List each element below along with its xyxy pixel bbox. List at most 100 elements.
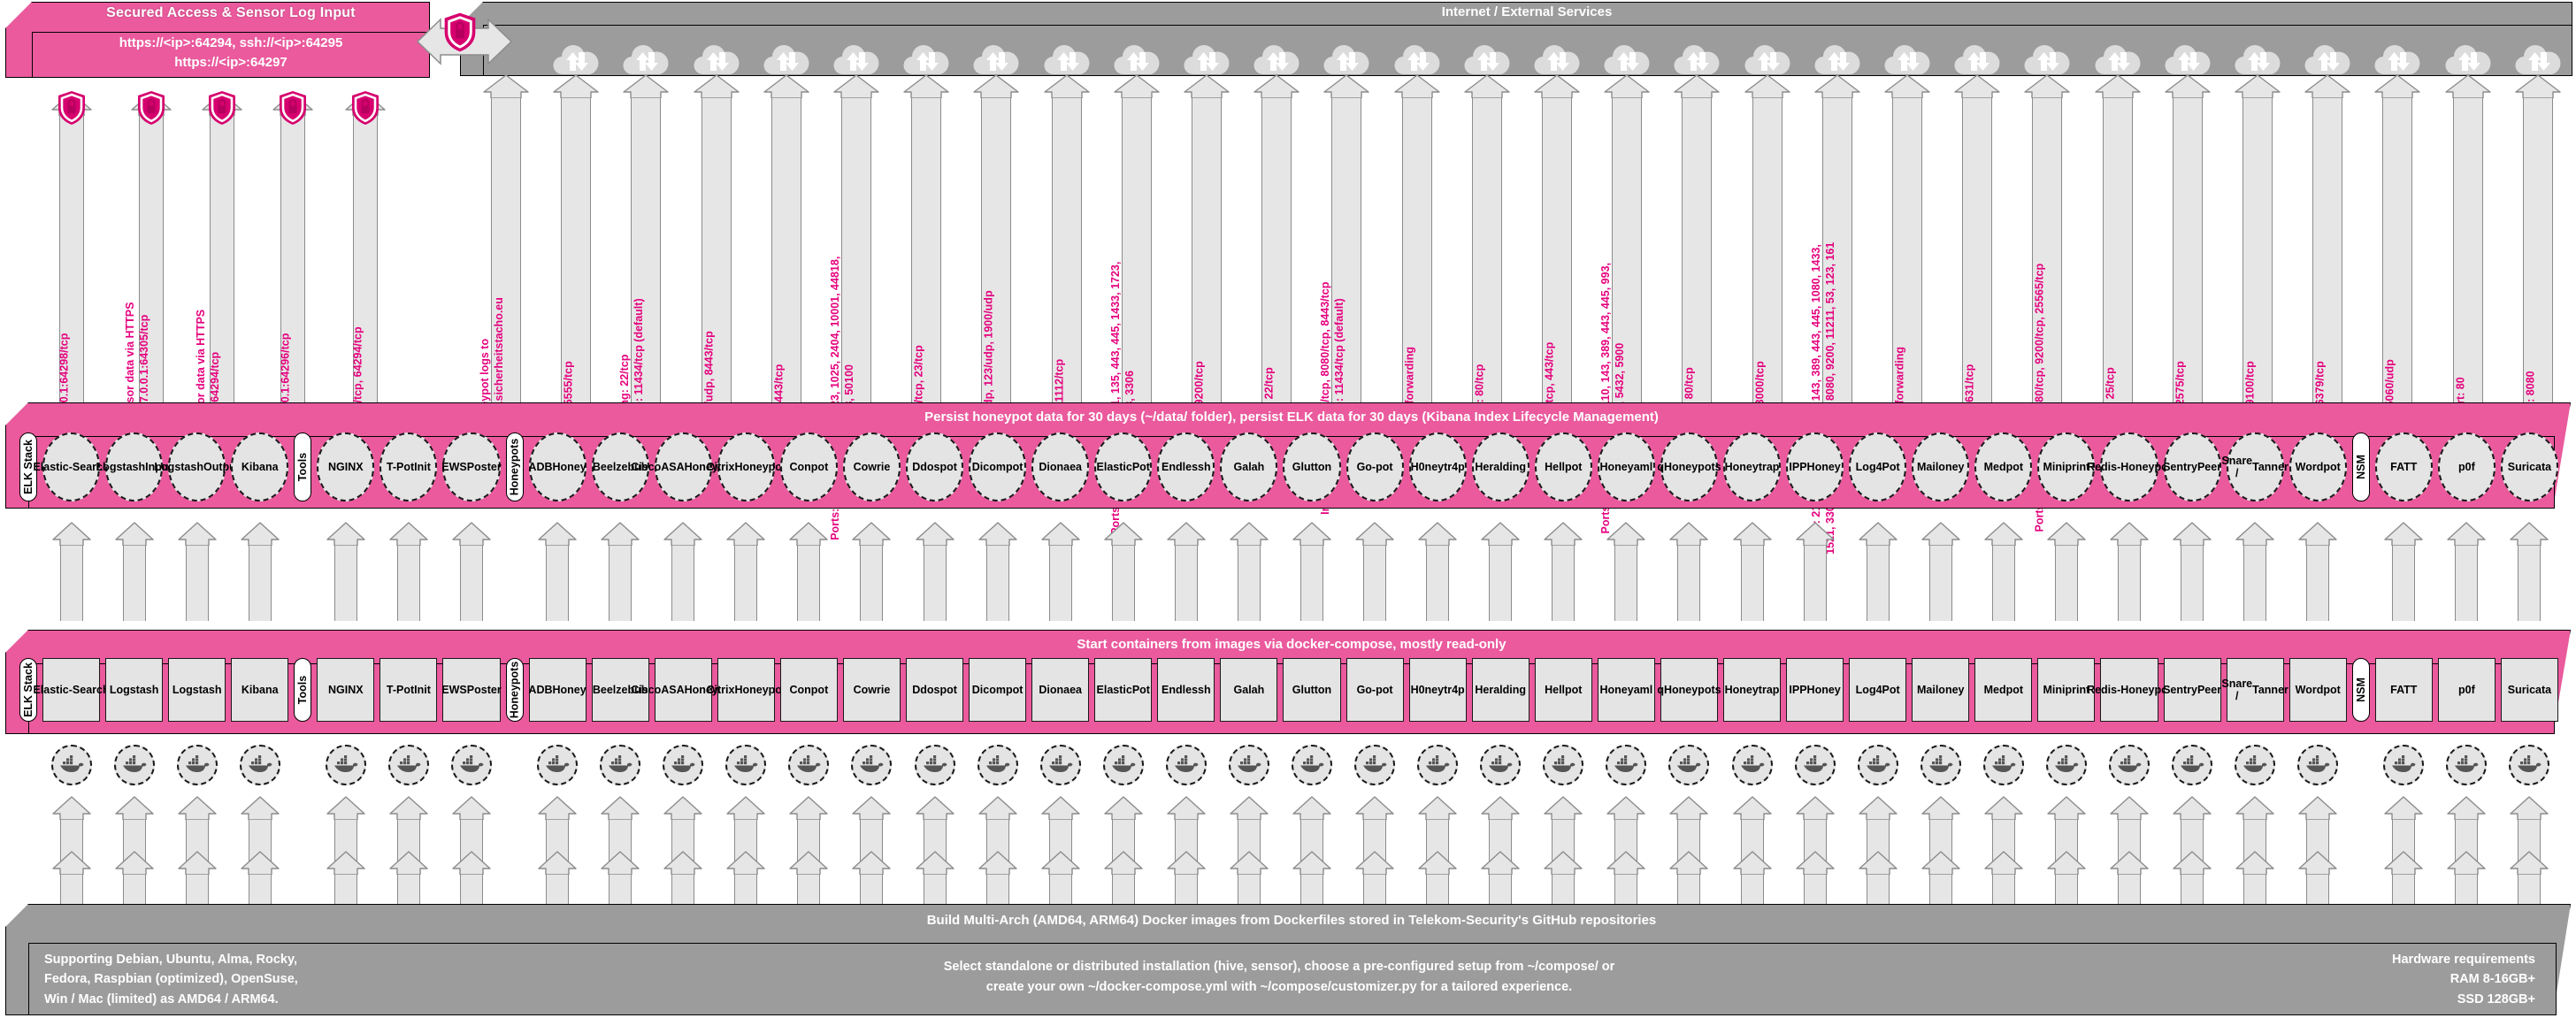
- container-chip: Sentry Peer: [2163, 432, 2221, 501]
- container-chip: Kibana: [231, 432, 289, 501]
- arrow-head-icon: [52, 796, 91, 820]
- arrow-shaft: [334, 545, 357, 621]
- cloud-icon: [2021, 41, 2073, 78]
- arrow-shaft: [1489, 545, 1512, 621]
- arrow-head-icon: [2510, 796, 2549, 820]
- docker-whale-icon: [915, 745, 955, 785]
- build-to-image-arrow: [1230, 851, 1269, 904]
- compose-to-persist-arrow: [241, 522, 280, 621]
- arrow-head-icon: [763, 74, 809, 98]
- arrow-shaft: [2392, 545, 2415, 621]
- arrow-head-icon: [1859, 522, 1898, 546]
- container-chip: Honeyaml: [1597, 432, 1655, 501]
- build-to-image-arrow: [663, 851, 702, 904]
- build-to-image-arrow: [241, 851, 280, 904]
- arrow-head-icon: [2298, 522, 2337, 546]
- arrow-shaft: [1238, 545, 1261, 621]
- group-tab-label: Honeypots: [508, 661, 521, 719]
- arrow-shaft: [2306, 545, 2329, 621]
- text-line: Supporting Debian, Ubuntu, Alma, Rocky,: [44, 953, 297, 967]
- build-to-image-arrow: [538, 851, 577, 904]
- compose-to-persist-arrow: [1041, 522, 1080, 621]
- arrow-head-icon: [1254, 74, 1300, 98]
- docker-whale-icon: [1543, 745, 1583, 785]
- arrow-shaft: [1741, 874, 1764, 904]
- arrow-shaft: [1052, 97, 1082, 403]
- arrow-head-icon: [1796, 851, 1835, 875]
- container-chip: H0neytr4p: [1408, 658, 1467, 722]
- cloud-icon: [1181, 41, 1232, 78]
- build-to-image-arrow: [2173, 851, 2212, 904]
- container-chip: Galah: [1220, 432, 1278, 501]
- arrow-head-icon: [916, 851, 954, 875]
- arrow-head-icon: [389, 851, 428, 875]
- arrow-head-icon: [1481, 522, 1520, 546]
- text-line: Win / Mac (limited) as AMD64 / ARM64.: [44, 991, 279, 1007]
- build-to-image-arrow: [1984, 851, 2023, 904]
- arrow-head-icon: [2110, 851, 2149, 875]
- group-tab-label: Tools: [296, 452, 310, 482]
- compose-to-persist-arrow: [1606, 522, 1645, 621]
- docker-whale-icon: [326, 745, 366, 785]
- container-chip: Kibana: [231, 658, 289, 722]
- port-arrow: Port: 9200/tcp: [1184, 74, 1230, 434]
- arrow-head-icon: [389, 796, 428, 820]
- arrow-shaft: [702, 97, 732, 403]
- arrow-head-icon: [1669, 851, 1708, 875]
- compose-to-persist-arrow: [326, 522, 365, 621]
- arrow-head-icon: [1418, 851, 1457, 875]
- arrow-head-icon: [1606, 522, 1645, 546]
- arrow-head-icon: [2110, 522, 2149, 546]
- build-to-image-arrow: [115, 851, 154, 904]
- arrow-shaft: [2118, 545, 2141, 621]
- container-chip: Endlessh: [1157, 658, 1215, 722]
- arrow-head-icon: [852, 851, 891, 875]
- compose-to-persist-arrow: [663, 522, 702, 621]
- cloud-icon: [1251, 41, 1302, 78]
- arrow-head-icon: [1796, 522, 1835, 546]
- arrow-shaft: [2518, 545, 2541, 621]
- container-chip: CiscoASA Honeypot: [631, 658, 735, 722]
- arrow-head-icon: [553, 74, 599, 98]
- arrow-head-icon: [1114, 74, 1160, 98]
- build-to-image-arrow: [1104, 851, 1143, 904]
- internet-band-face: [483, 25, 2572, 76]
- container-chip: Go-pot: [1346, 658, 1404, 722]
- arrow-head-icon: [2447, 796, 2486, 820]
- arrow-shaft: [911, 97, 941, 403]
- internet-title: Internet / External Services: [1441, 4, 1613, 19]
- arrow-head-icon: [2110, 796, 2149, 820]
- text-line: Fedora, Raspbian (optimized), OpenSuse,: [44, 972, 298, 987]
- docker-whale-icon: [51, 745, 92, 785]
- docker-whale-icon: [1732, 745, 1773, 785]
- arrow-head-icon: [1292, 796, 1331, 820]
- arrow-head-icon: [1669, 796, 1708, 820]
- arrow-head-icon: [1230, 796, 1269, 820]
- arrow-head-icon: [483, 74, 529, 98]
- arrow-head-icon: [1544, 522, 1583, 546]
- cloud-icon: [2232, 41, 2283, 78]
- compose-to-persist-arrow: [1230, 522, 1269, 621]
- cloud-icon: [1671, 41, 1722, 78]
- arrow-head-icon: [726, 522, 765, 546]
- arrow-shaft: [334, 874, 357, 904]
- arrow-head-icon: [2235, 851, 2274, 875]
- build-to-image-arrow: [852, 851, 891, 904]
- arrow-shaft: [1612, 97, 1642, 403]
- arrow-head-icon: [1418, 522, 1457, 546]
- arrow-head-icon: [2374, 74, 2420, 98]
- docker-whale-icon: [1606, 745, 1646, 785]
- arrow-head-icon: [1733, 851, 1772, 875]
- arrow-shaft: [1552, 874, 1575, 904]
- compose-to-persist-arrow: [1669, 522, 1708, 621]
- arrow-head-icon: [978, 851, 1017, 875]
- arrow-shaft: [2455, 874, 2478, 904]
- arrow-head-icon: [2510, 851, 2549, 875]
- container-chip: Redis- Honeypot: [2087, 658, 2172, 722]
- cloud-icon: [550, 41, 602, 78]
- build-to-image-arrow: [1292, 851, 1331, 904]
- arrow-shaft: [561, 97, 591, 403]
- arrow-shaft: [609, 874, 632, 904]
- compose-to-persist-arrow: [601, 522, 640, 621]
